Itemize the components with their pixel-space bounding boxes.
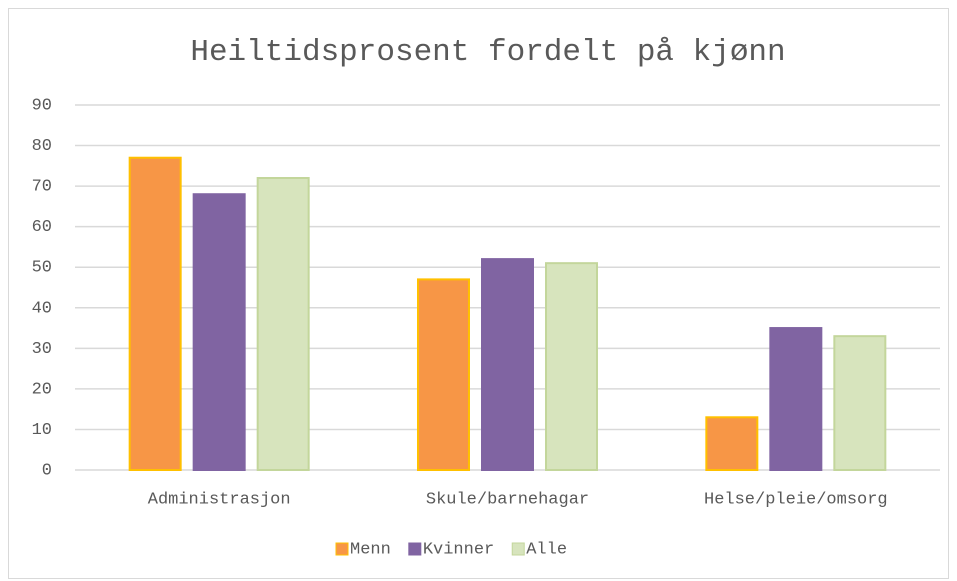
y-tick-label: 20 — [32, 380, 52, 399]
bar — [192, 193, 246, 471]
legend-label: Menn — [350, 540, 391, 559]
y-tick-label: 50 — [32, 259, 52, 278]
bar — [545, 262, 598, 471]
chart-title: Heiltidsprosent fordelt på kjønn — [190, 35, 785, 70]
bar — [417, 278, 470, 471]
legend-swatch — [408, 542, 422, 556]
y-tick-label: 0 — [42, 461, 52, 480]
x-tick-label: Skule/barnehagar — [426, 490, 589, 509]
y-tick-label: 90 — [32, 96, 52, 115]
x-tick-label: Helse/pleie/omsorg — [704, 490, 888, 509]
y-tick-label: 10 — [32, 421, 52, 440]
bar — [128, 156, 182, 471]
y-tick-label: 60 — [32, 218, 52, 237]
legend-label: Alle — [526, 540, 567, 559]
x-tick-label: Administrasjon — [148, 490, 291, 509]
bar — [256, 177, 310, 471]
bar — [769, 327, 823, 471]
y-tick-label: 30 — [32, 340, 52, 359]
y-tick-label: 70 — [32, 178, 52, 197]
legend-label: Kvinner — [423, 540, 494, 559]
y-tick-label: 40 — [32, 299, 52, 318]
legend-swatch — [335, 542, 349, 556]
bar — [833, 335, 887, 471]
y-tick-label: 80 — [32, 137, 52, 156]
legend-swatch — [511, 542, 525, 556]
bar — [481, 258, 534, 471]
bar — [705, 416, 759, 471]
